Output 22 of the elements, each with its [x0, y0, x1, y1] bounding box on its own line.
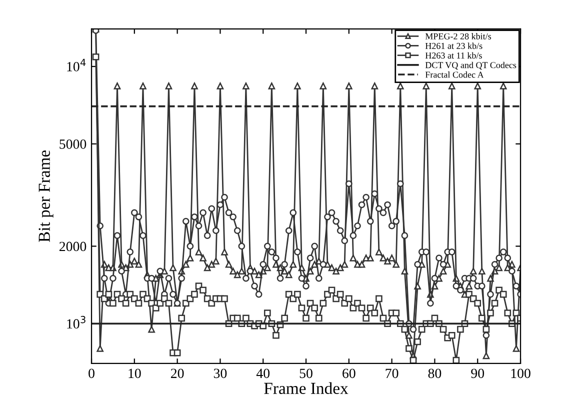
y-tick-label: 10$^{3}$: [67, 316, 86, 329]
legend-label: H263 at 11 kb/s: [425, 52, 482, 59]
x-tick-label: 90: [471, 368, 484, 378]
x-tick-label: 30: [214, 368, 227, 378]
x-tick-label: 60: [342, 368, 356, 378]
x-axis-title: Frame Index: [264, 382, 348, 394]
y-axis-title: Bit per Frame: [38, 150, 54, 242]
legend-label: MPEG-2 28 kbit/s: [425, 33, 492, 40]
x-tick-label: 100: [511, 368, 530, 378]
y-tick-label: 2000: [59, 242, 86, 252]
x-tick-label: 20: [170, 368, 184, 378]
legend-label: H261 at 23 kb/s: [425, 42, 482, 49]
x-tick-label: 40: [256, 368, 270, 378]
x-tick-label: 0: [88, 368, 94, 378]
y-tick-label: 5000: [60, 139, 86, 149]
x-tick-label: 80: [428, 368, 442, 378]
x-tick-label: 70: [386, 368, 398, 378]
x-tick-label: 10: [128, 368, 141, 378]
x-tick-label: 50: [300, 368, 312, 378]
legend-label: Fractal Codec A: [425, 71, 484, 78]
legend-label: DCT VQ and QT Codecs: [425, 62, 516, 70]
y-tick-label: 10$^{4}$: [67, 58, 86, 72]
